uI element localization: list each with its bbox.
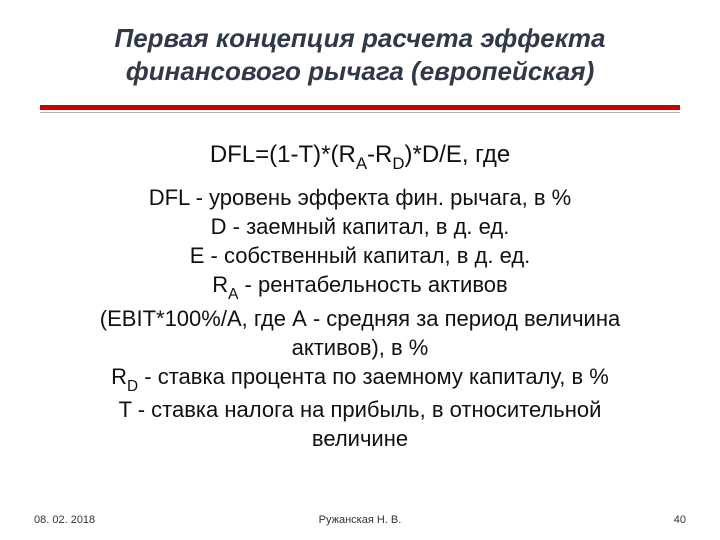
formula-sub-d: D [392, 154, 404, 173]
title-line-2: финансового рычага (европейская) [126, 56, 594, 86]
def-ebit-2: активов), в % [30, 333, 690, 362]
def-ebit-1: (EBIT*100%/A, где А - средняя за период … [30, 304, 690, 333]
footer-author: Ружанская Н. В. [319, 514, 402, 526]
slide-title: Первая концепция расчета эффекта финансо… [40, 22, 680, 87]
footer-page-number: 40 [674, 514, 686, 526]
divider-grey-line [40, 112, 680, 113]
def-ra-post: - рентабельность активов [238, 272, 507, 297]
def-ra-sub: A [228, 286, 238, 303]
def-e: E - собственный капитал, в д. ед. [30, 241, 690, 270]
def-ra: RA - рентабельность активов [30, 270, 690, 304]
definitions-block: DFL - уровень эффекта фин. рычага, в % D… [30, 183, 690, 454]
def-rd-pre: R [111, 364, 127, 389]
def-rd: RD - ставка процента по заемному капитал… [30, 362, 690, 396]
def-dfl: DFL - уровень эффекта фин. рычага, в % [30, 183, 690, 212]
title-line-1: Первая концепция расчета эффекта [115, 23, 606, 53]
title-divider [40, 105, 680, 115]
def-d: D - заемный капитал, в д. ед. [30, 212, 690, 241]
formula-prefix: DFL=(1-T)*(R [210, 141, 356, 168]
formula-sub-a: A [356, 154, 367, 173]
formula-mid: -R [367, 141, 392, 168]
slide-footer: 08. 02. 2018 Ружанская Н. В. 40 [0, 514, 720, 526]
def-rd-sub: D [127, 378, 138, 395]
divider-red-bar [40, 105, 680, 110]
def-t-2: величине [30, 424, 690, 453]
footer-date: 08. 02. 2018 [34, 514, 95, 526]
def-rd-post: - ставка процента по заемному капиталу, … [138, 364, 609, 389]
slide-content: DFL=(1-T)*(RA-RD)*D/E, где DFL - уровень… [0, 115, 720, 453]
formula-line: DFL=(1-T)*(RA-RD)*D/E, где [30, 141, 690, 173]
formula-suffix: )*D/E, где [404, 141, 510, 168]
def-ra-pre: R [212, 272, 228, 297]
slide-title-area: Первая концепция расчета эффекта финансо… [0, 0, 720, 99]
def-t-1: T - ставка налога на прибыль, в относите… [30, 395, 690, 424]
